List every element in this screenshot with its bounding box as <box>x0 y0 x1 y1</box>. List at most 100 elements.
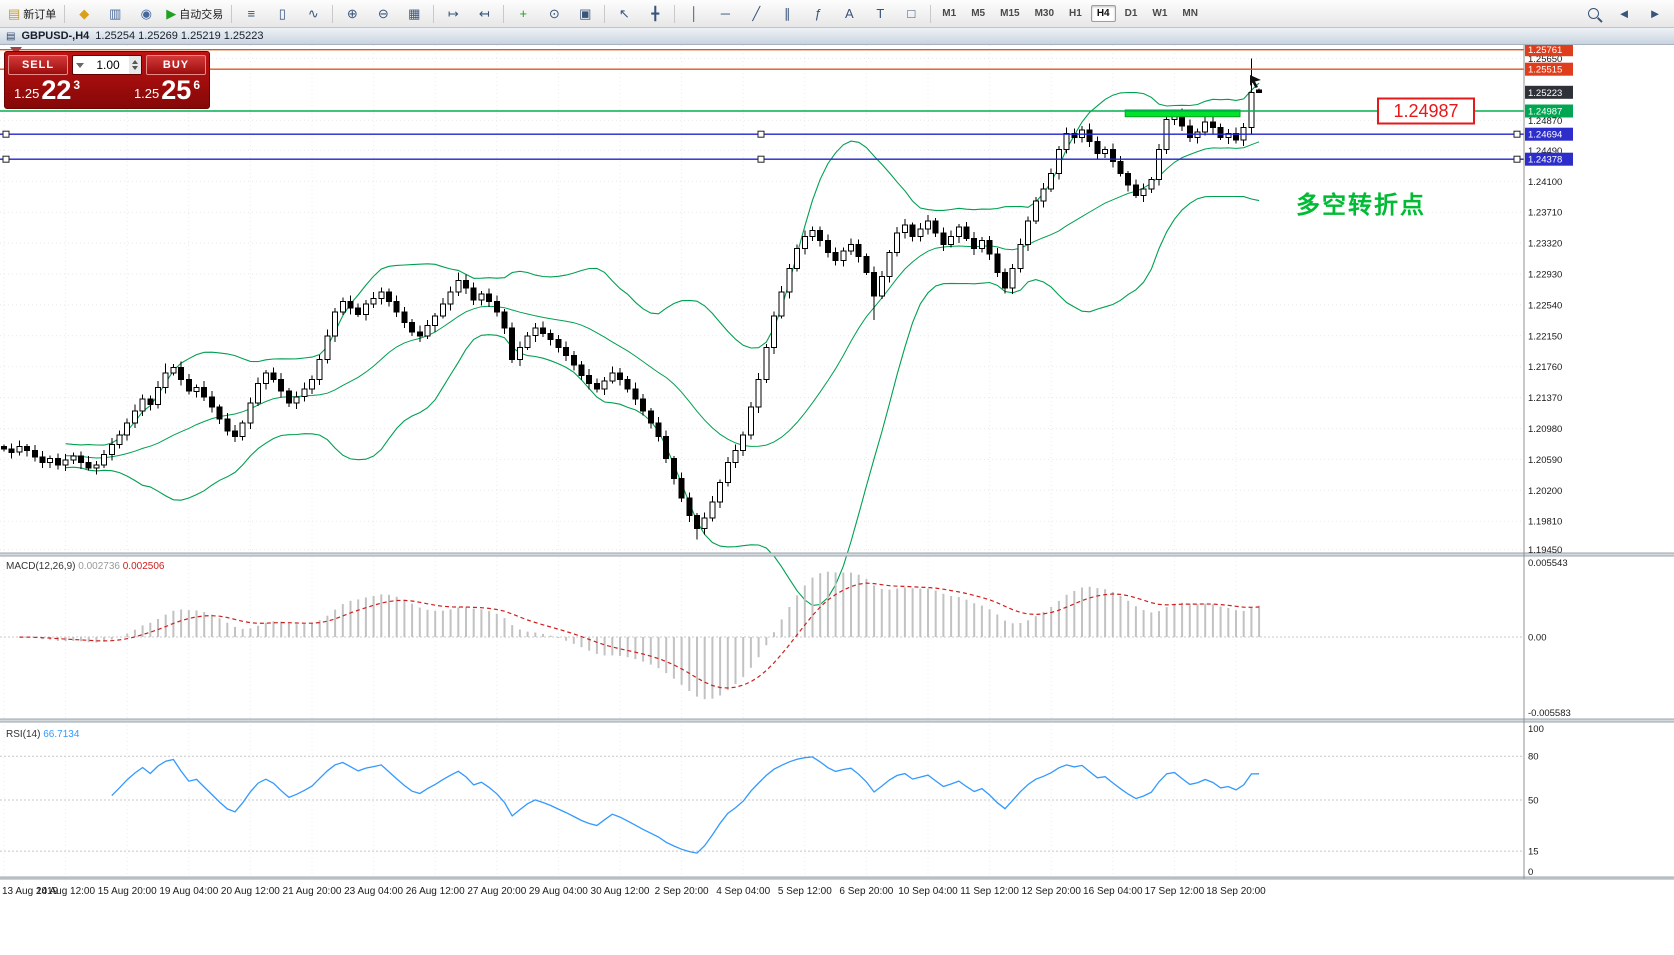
time-axis-label: 12 Sep 20:00 <box>1021 886 1081 897</box>
line-handle[interactable] <box>757 130 765 138</box>
timeframe-m30-button[interactable]: M30 <box>1034 8 1055 19</box>
toolbar-separator <box>64 4 66 23</box>
zoom-out-icon: ⊖ <box>377 6 389 21</box>
toolbar-prev-button[interactable]: ◄ <box>1609 2 1639 26</box>
channel-button[interactable]: ∥ <box>772 2 802 26</box>
volume-up-icon[interactable] <box>132 60 138 64</box>
zoom-in-icon: ⊕ <box>346 6 358 21</box>
price-axis-label: 1.21370 <box>1528 393 1562 404</box>
time-axis-label: 13 Aug 2019 <box>2 886 59 897</box>
sell-button[interactable]: SELL <box>8 55 68 75</box>
timeframe-m1-button[interactable]: M1 <box>942 8 957 19</box>
line-handle[interactable] <box>1513 155 1521 163</box>
panel-separator[interactable] <box>0 553 1674 556</box>
macd-label: MACD(12,26,9) 0.002736 0.002506 <box>6 561 165 572</box>
volume-dropdown-icon[interactable] <box>76 62 84 68</box>
chart-shift-icon: ↤ <box>478 6 490 21</box>
line-handle[interactable] <box>1513 130 1521 138</box>
timeframe-m15-button[interactable]: M15 <box>1000 8 1020 19</box>
price-axis-tag <box>1525 152 1573 166</box>
label-button[interactable]: T <box>865 2 895 26</box>
bid-price-major: 1.25 <box>14 86 40 101</box>
toolbar-separator <box>503 4 505 23</box>
rsi-label: RSI(14) 66.7134 <box>6 729 80 740</box>
market-watch-button[interactable]: ◆ <box>69 2 99 26</box>
time-axis-label: 6 Sep 20:00 <box>839 886 893 897</box>
price-axis-tag <box>1525 62 1573 76</box>
support-zone-rect[interactable] <box>1124 109 1241 118</box>
panel-separator[interactable] <box>0 719 1674 722</box>
search-button[interactable] <box>1578 2 1608 26</box>
trendline-button[interactable]: ╱ <box>741 2 771 26</box>
navigator-button[interactable]: ◉ <box>131 2 161 26</box>
indicators-button[interactable]: + <box>508 2 538 26</box>
shapes-button[interactable]: □ <box>896 2 926 26</box>
clock-icon: ⊙ <box>548 6 560 21</box>
tile-windows-icon: ▦ <box>408 6 421 21</box>
chart-shift-button[interactable]: ↤ <box>469 2 499 26</box>
time-axis-label: 23 Aug 04:00 <box>344 886 403 897</box>
timeframe-d1-button[interactable]: D1 <box>1124 8 1138 19</box>
price-axis-label: 1.19450 <box>1528 545 1562 556</box>
toolbar-next-button[interactable]: ► <box>1640 2 1670 26</box>
bid-price-pips: 22 <box>41 75 72 105</box>
crosshair-button[interactable]: ╋ <box>640 2 670 26</box>
ask-price-major: 1.25 <box>133 86 160 101</box>
vertical-line-button[interactable]: │ <box>679 2 709 26</box>
data-window-button[interactable]: ▥ <box>100 2 130 26</box>
fibonacci-button[interactable]: ƒ <box>803 2 833 26</box>
buy-button[interactable]: BUY <box>146 55 206 75</box>
chevron-left-icon: ◄ <box>1617 6 1631 21</box>
toolbar-separator <box>604 4 606 23</box>
text-button[interactable]: A <box>834 2 864 26</box>
chart-canvas[interactable]: 1.24987 多空转折点 MACD(12,26,9) 0.002736 0.002… <box>0 45 1674 955</box>
candlestick-chart-button[interactable]: ▯ <box>267 2 297 26</box>
chart-titlebar[interactable]: ▤ GBPUSD-,H4 1.25254 1.25269 1.25219 1.2… <box>0 28 1674 45</box>
toolbar: ▤ 新订单 ◆ ▥ ◉ ▶ 自动交易 ≡ ▯ ∿ ⊕ ⊖ ▦ ↦ ↤ + ⊙ ▣ ↖ ╋ │ ─ ╱ ∥ ƒ A T □ M1 M5 M15… <box>0 0 1674 28</box>
volume-input[interactable] <box>87 56 129 74</box>
zoom-in-button[interactable]: ⊕ <box>337 2 367 26</box>
panel-separator[interactable] <box>0 877 1674 879</box>
one-click-trading-panel: SELL BUY 1.25 22 3 1.25 25 6 <box>4 51 210 109</box>
bid-price[interactable]: 1.25 22 3 <box>14 77 80 104</box>
macd-axis-bottom: -0.005583 <box>1528 708 1571 719</box>
price-axis-tag-text: 1.25761 <box>1528 45 1562 56</box>
timeframe-m5-button[interactable]: M5 <box>971 8 986 19</box>
timeframe-mn-button[interactable]: MN <box>1182 8 1198 19</box>
price-label-box[interactable] <box>1377 97 1475 125</box>
time-axis-label: 20 Aug 12:00 <box>221 886 280 897</box>
timeframe-h4-button[interactable]: H4 <box>1090 5 1116 22</box>
volume-steppers[interactable] <box>129 56 141 74</box>
bar-chart-button[interactable]: ≡ <box>236 2 266 26</box>
bollinger-middle-band <box>65 141 1260 459</box>
line-handle[interactable] <box>2 130 10 138</box>
time-axis-label: 18 Sep 20:00 <box>1206 886 1266 897</box>
line-handle[interactable] <box>2 155 10 163</box>
template-icon: ▣ <box>579 6 592 21</box>
price-axis-label: 1.24100 <box>1528 177 1562 188</box>
time-axis-label: 26 Aug 12:00 <box>406 886 465 897</box>
volume-down-icon[interactable] <box>132 66 138 70</box>
tile-windows-button[interactable]: ▦ <box>399 2 429 26</box>
price-axis-label: 1.20200 <box>1528 486 1562 497</box>
new-order-button[interactable]: ▤ 新订单 <box>4 2 60 26</box>
cursor-button[interactable]: ↖ <box>609 2 639 26</box>
auto-scroll-button[interactable]: ↦ <box>438 2 468 26</box>
new-order-button-label: 新订单 <box>23 8 57 21</box>
line-handle[interactable] <box>757 155 765 163</box>
ask-price[interactable]: 1.25 25 6 <box>134 77 200 104</box>
autotrading-button[interactable]: ▶ 自动交易 <box>162 2 227 26</box>
price-axis-tag-text: 1.24694 <box>1528 130 1562 141</box>
zoom-out-button[interactable]: ⊖ <box>368 2 398 26</box>
templates-button[interactable]: ▣ <box>570 2 600 26</box>
time-axis-label: 11 Sep 12:00 <box>960 886 1019 897</box>
horizontal-line-button[interactable]: ─ <box>710 2 740 26</box>
price-axis-tag <box>1525 104 1573 118</box>
line-chart-button[interactable]: ∿ <box>298 2 328 26</box>
time-axis-label: 2 Sep 20:00 <box>655 886 709 897</box>
periods-button[interactable]: ⊙ <box>539 2 569 26</box>
timeframe-w1-button[interactable]: W1 <box>1152 8 1168 19</box>
line-icon: ∿ <box>307 6 319 21</box>
bid-price-pipette: 3 <box>73 78 81 92</box>
timeframe-h1-button[interactable]: H1 <box>1069 8 1082 19</box>
